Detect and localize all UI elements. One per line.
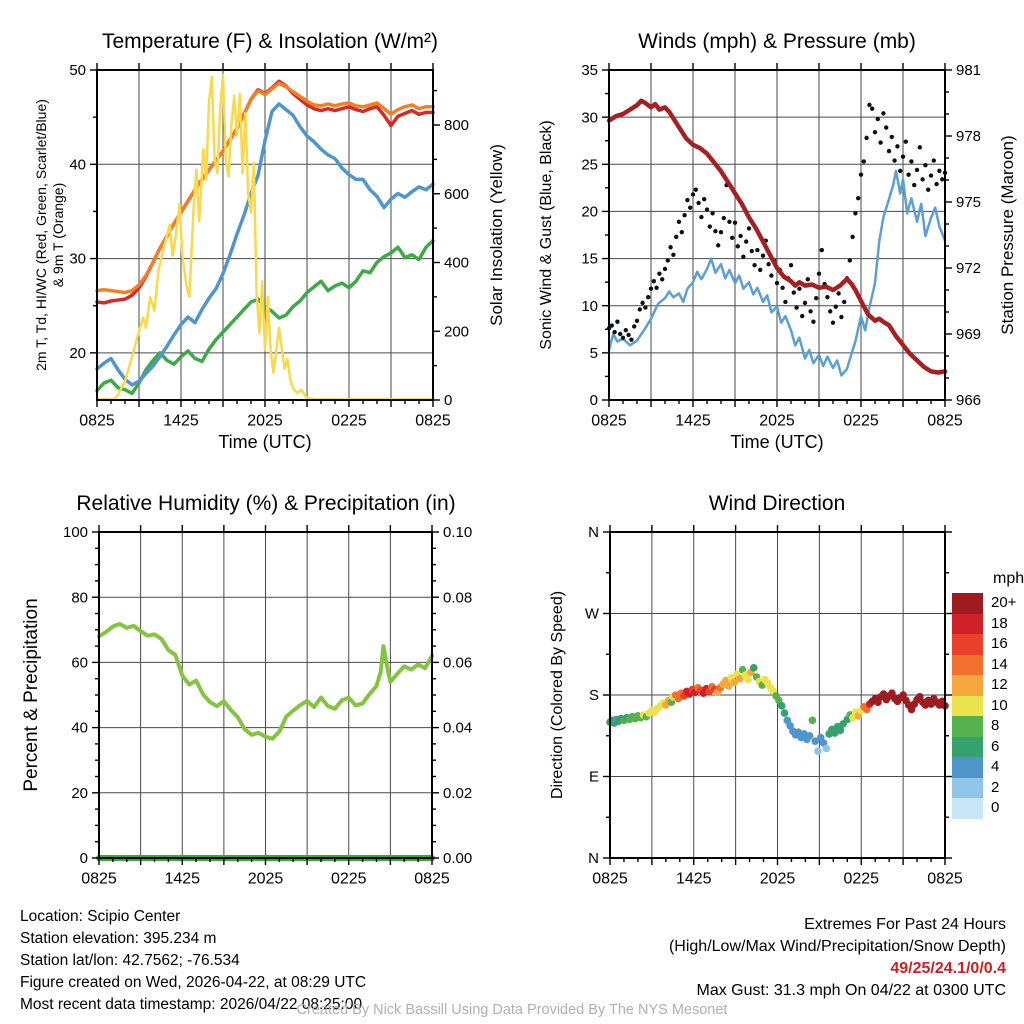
humidity-y-axis-label: Percent & Precipitation [21,598,42,792]
humidity-panel-title: Relative Humidity (%) & Precipitation (i… [76,492,456,515]
colorbar-tick-label: 0 [991,799,1000,817]
colorbar-tick-label: 2 [991,778,1000,796]
colorbar-tick-label: 12 [991,676,1008,694]
station-elevation: Station elevation: 395.234 m [20,930,217,947]
colorbar-tick-label: 6 [991,737,1000,755]
temperature-x-axis-label: Time (UTC) [218,432,312,452]
extremes-subtitle: (High/Low/Max Wind/Precipitation/Snow De… [668,938,1006,955]
temperature-y-axis-label-line1: 2m T, Td, HI/WC (Red, Green, Scarlet/Blu… [33,99,49,371]
colorbar-labels: 20+ 18 16 14 12 10 8 6 4 2 0 [991,593,1016,819]
figure-created-timestamp: Figure created on Wed, 2026-04-22, at 08… [20,974,367,991]
wind-x-axis-label: Time (UTC) [730,432,824,452]
colorbar-swatch [952,777,983,799]
extremes-values: 49/25/24.1/0/0.4 [890,960,1006,977]
colorbar-swatch [952,716,983,737]
direction-y-axis-label: Direction (Colored By Speed) [549,590,566,800]
colorbar-swatch [952,613,983,635]
colorbar-tick-label: 20+ [991,594,1017,611]
colorbar-swatch [952,634,983,655]
colorbar-title: mph [993,570,1024,587]
temperature-y-axis-label-line2: & 9m T (Orange) [50,182,66,288]
credit-line: Created By Nick Bassill Using Data Provi… [296,1002,728,1018]
pressure-y-axis-label: Station Pressure (Maroon) [998,135,1017,335]
colorbar-swatch [952,757,983,778]
temperature-panel-title: Temperature (F) & Insolation (W/m²) [101,30,439,53]
colorbar-tick-label: 16 [991,635,1008,653]
extremes-title: Extremes For Past 24 Hours [804,916,1006,933]
station-latlon: Station lat/lon: 42.7562; -76.534 [20,952,240,969]
recent-data-timestamp: Most recent data timestamp: 2026/04/22 0… [20,996,363,1013]
colorbar-swatch [952,593,983,614]
colorbar-tick-label: 18 [991,614,1008,632]
max-gust: Max Gust: 31.3 mph On 04/22 at 0300 UTC [696,982,1007,999]
colorbar-tick-label: 14 [991,655,1008,673]
colorbar-swatch [952,654,983,676]
winds-panel-title: Winds (mph) & Pressure (mb) [638,30,916,53]
wind-direction-panel-title: Wind Direction [708,492,846,515]
extremes-info: Extremes For Past 24 Hours (High/Low/Max… [669,914,1006,1002]
colorbar-swatch [952,675,983,696]
colorbar-tick-label: 4 [991,758,1000,776]
wind-speed-colorbar [952,593,983,820]
colorbar-tick-label: 8 [991,717,1000,735]
wind-y-axis-label: Sonic Wind & Gust (Blue, Black) [538,120,555,350]
insolation-y-axis-label: Solar Insolation (Yellow) [487,144,506,326]
station-info: Location: Scipio Center Station elevatio… [20,906,366,1016]
temperature-y-axis-label: 2m T, Td, HI/WC (Red, Green, Scarlet/Blu… [33,99,67,371]
colorbar-swatch [952,798,983,820]
colorbar-swatch [952,695,983,717]
colorbar-swatch [952,736,983,758]
colorbar-tick-label: 10 [991,696,1008,714]
station-location: Location: Scipio Center [20,908,181,925]
